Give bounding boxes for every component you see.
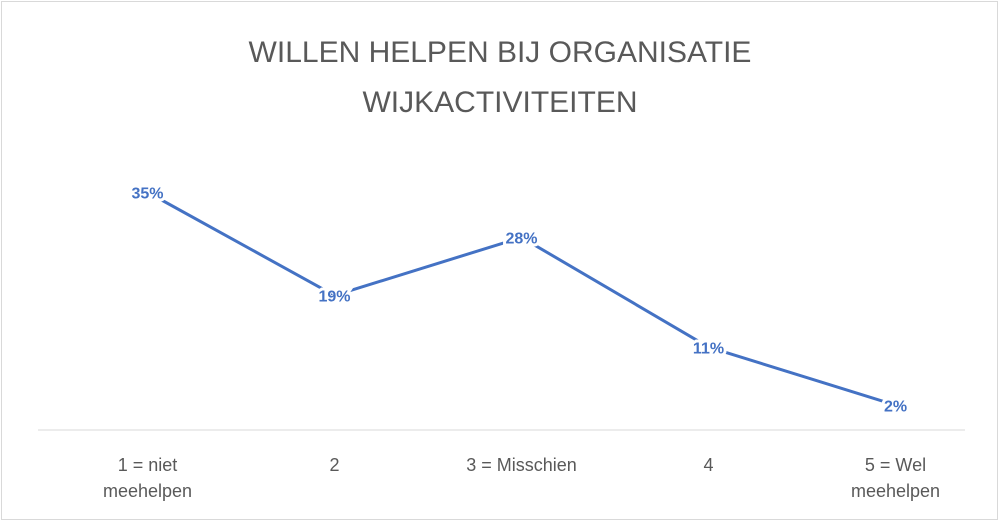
data-label: 35% — [131, 185, 163, 202]
x-tick-label: 5 = Wel meehelpen — [850, 455, 941, 501]
x-tick-label: 1 = niet meehelpen — [102, 455, 193, 501]
data-label: 11% — [693, 340, 724, 357]
data-label: 19% — [318, 289, 350, 306]
chart-title: WILLEN HELPEN BIJ ORGANISATIE WIJKACTIVI… — [248, 36, 752, 119]
x-tick-label: 2 — [329, 455, 340, 475]
data-label: 2% — [884, 398, 907, 415]
data-label: 28% — [505, 231, 537, 248]
x-tick-label: 4 — [703, 455, 714, 475]
x-tick-label: 3 = Misschien — [466, 455, 577, 475]
data-line — [146, 190, 896, 407]
